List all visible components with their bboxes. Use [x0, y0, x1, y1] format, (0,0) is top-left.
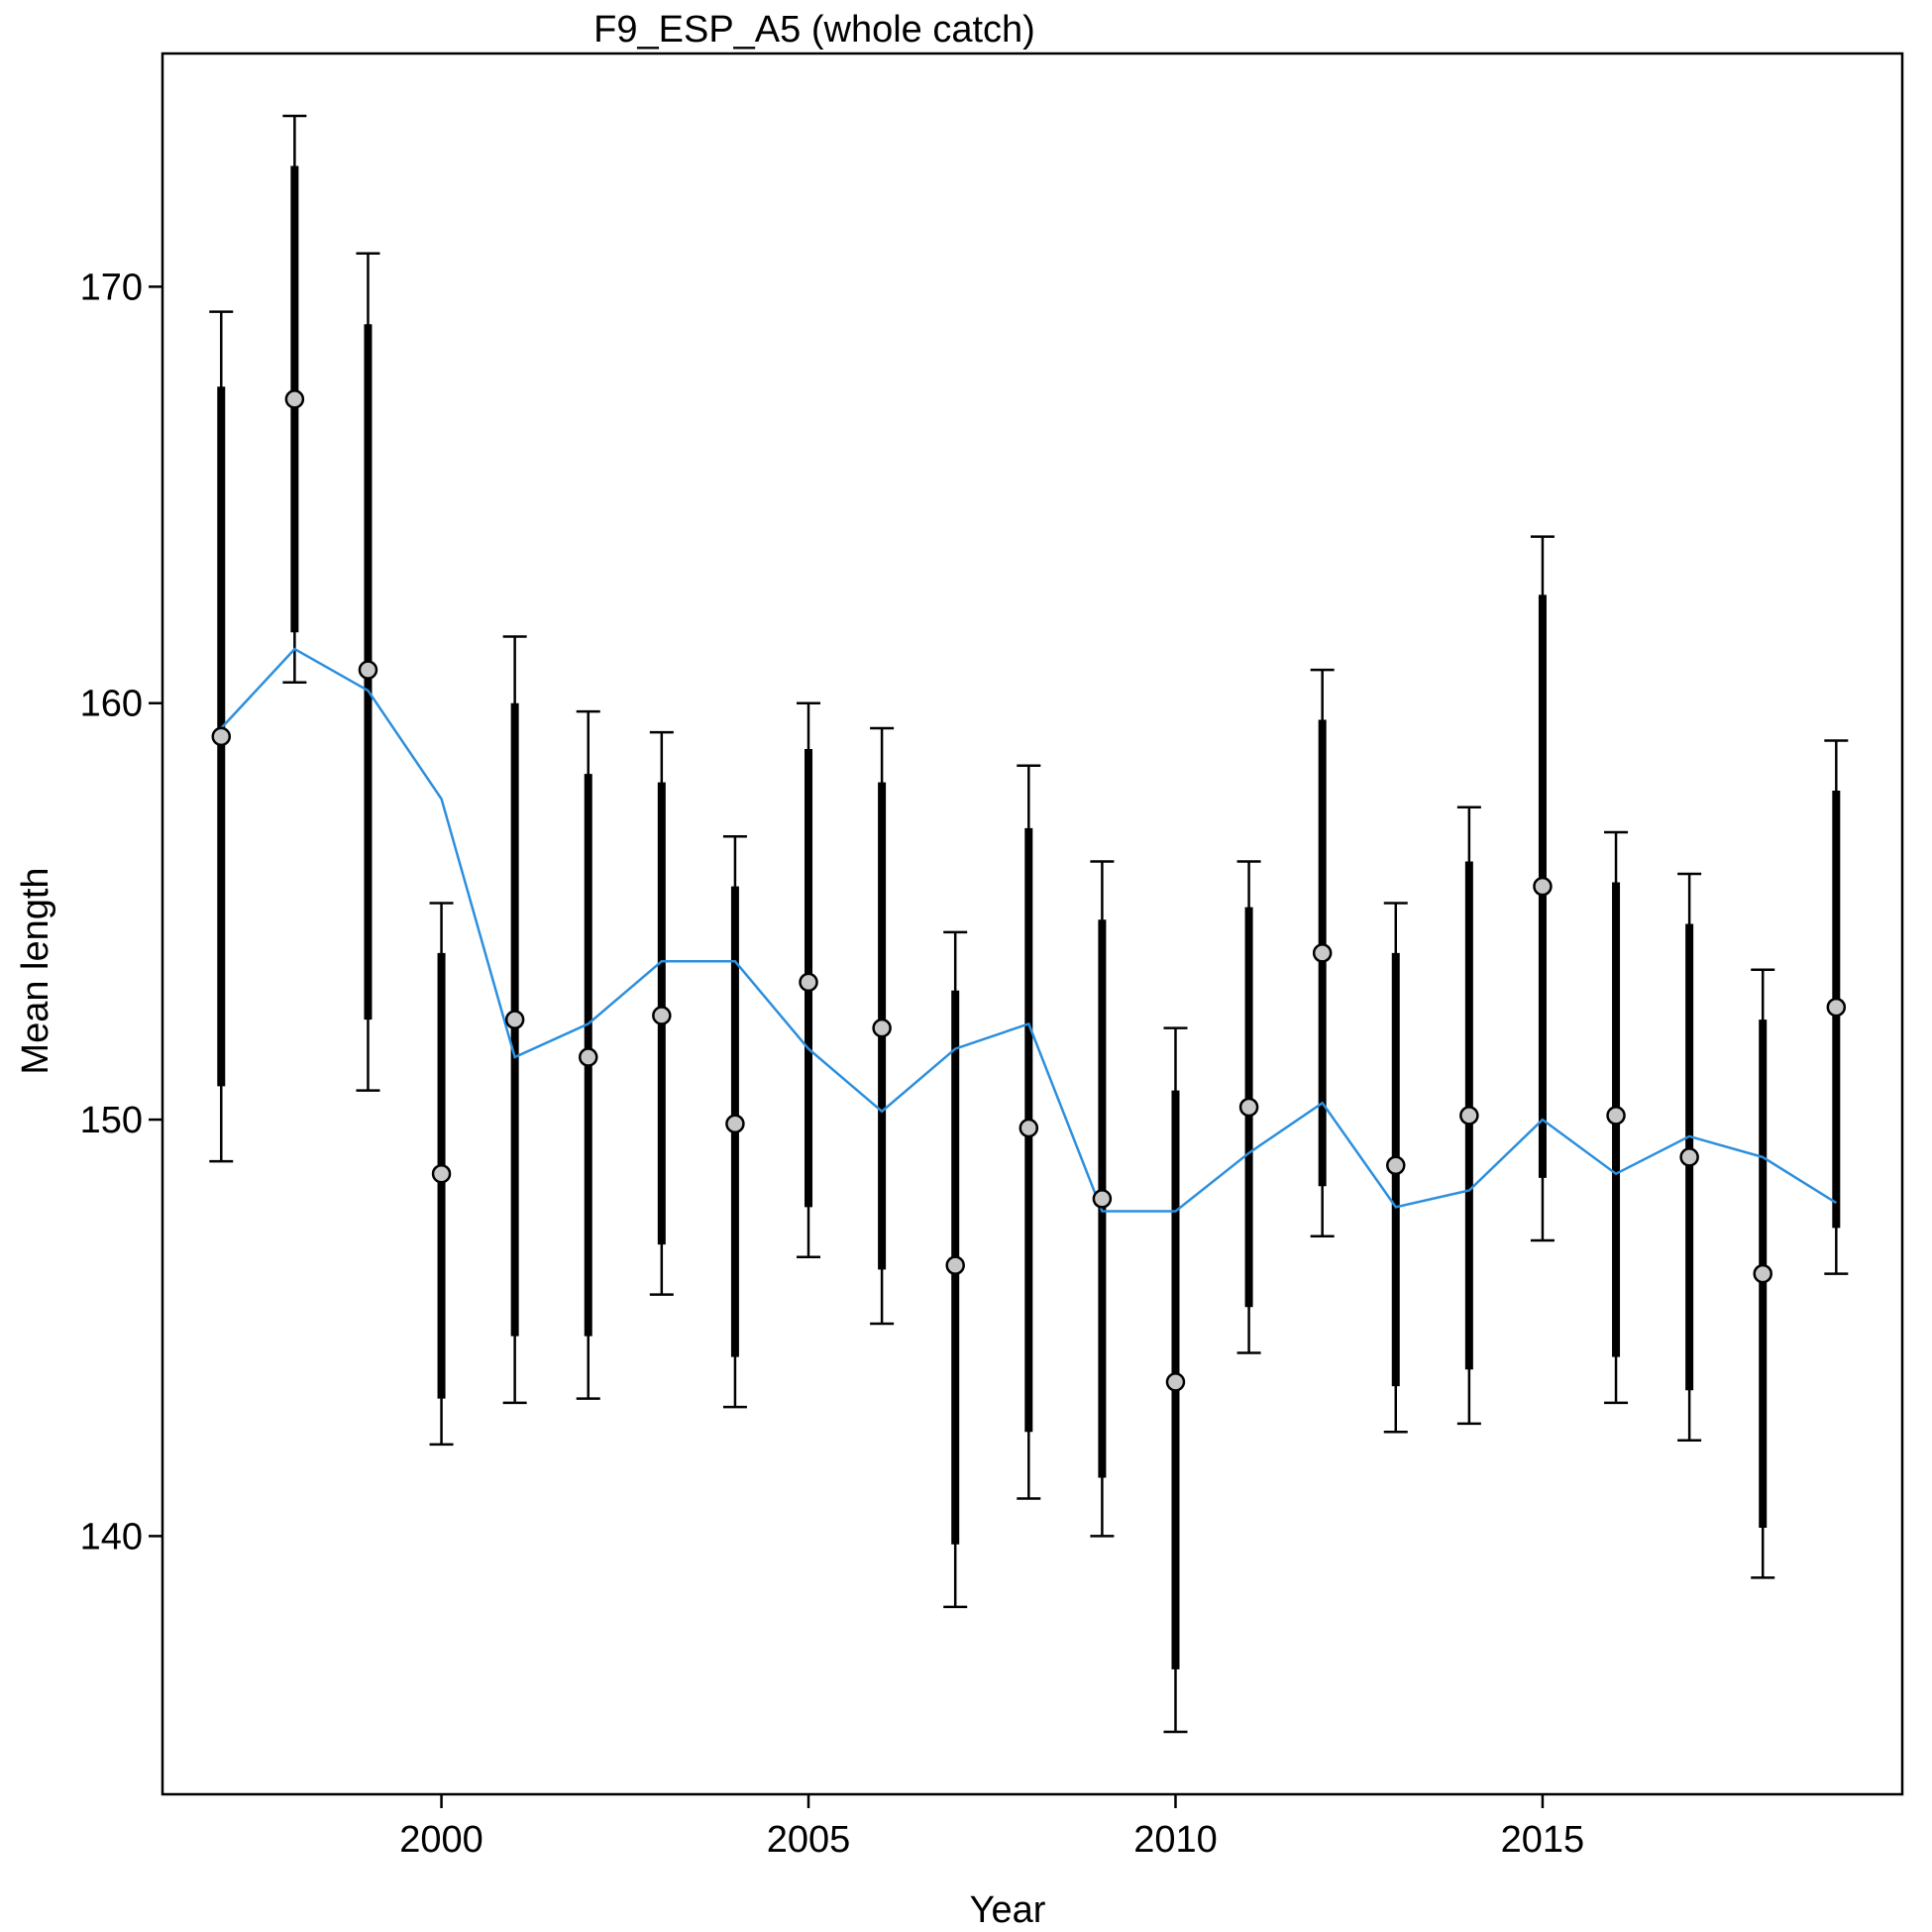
x-tick-label: 2010 — [1133, 1819, 1218, 1861]
observed-point — [1019, 1118, 1039, 1138]
plot-frame — [161, 52, 1904, 1796]
observed-point — [1165, 1372, 1186, 1392]
observed-point — [872, 1018, 892, 1038]
observed-point — [799, 972, 818, 993]
observed-point — [284, 389, 305, 409]
observed-point — [578, 1047, 598, 1067]
observed-point — [1238, 1097, 1259, 1118]
x-tick-label: 2015 — [1501, 1819, 1585, 1861]
observed-point — [1753, 1263, 1772, 1284]
y-tick-label: 150 — [80, 1100, 143, 1141]
observed-point — [1679, 1147, 1699, 1167]
observed-point — [1312, 943, 1333, 963]
x-tick-label: 2000 — [399, 1819, 483, 1861]
observed-point — [1533, 876, 1553, 897]
observed-point — [1459, 1106, 1479, 1126]
x-axis-label: Year — [970, 1889, 1046, 1931]
y-tick-label: 160 — [80, 684, 143, 725]
observed-point — [1826, 997, 1847, 1018]
observed-point — [725, 1114, 745, 1134]
expected-line — [220, 647, 1837, 1213]
expected-series-line — [220, 647, 1837, 1213]
observed-point — [945, 1255, 965, 1275]
y-tick-label: 140 — [80, 1516, 143, 1557]
error-bars — [209, 114, 1849, 1734]
observed-point — [1606, 1106, 1626, 1126]
observed-point — [211, 726, 232, 747]
chart-title: F9_ESP_A5 (whole catch) — [593, 9, 1035, 51]
x-axis: 2000 2005 2010 2015 — [399, 1794, 1584, 1861]
x-tick-label: 2005 — [767, 1819, 851, 1861]
observed-point — [431, 1163, 452, 1184]
y-tick-label: 170 — [80, 267, 143, 308]
y-axis: 140 150 160 170 — [80, 267, 162, 1557]
observed-point — [504, 1010, 525, 1029]
observed-point — [1092, 1189, 1113, 1209]
y-axis-label: Mean length — [15, 867, 56, 1074]
observed-point — [1386, 1155, 1406, 1176]
observed-point — [358, 660, 378, 680]
observed-points — [211, 389, 1847, 1392]
observed-point — [652, 1006, 672, 1025]
